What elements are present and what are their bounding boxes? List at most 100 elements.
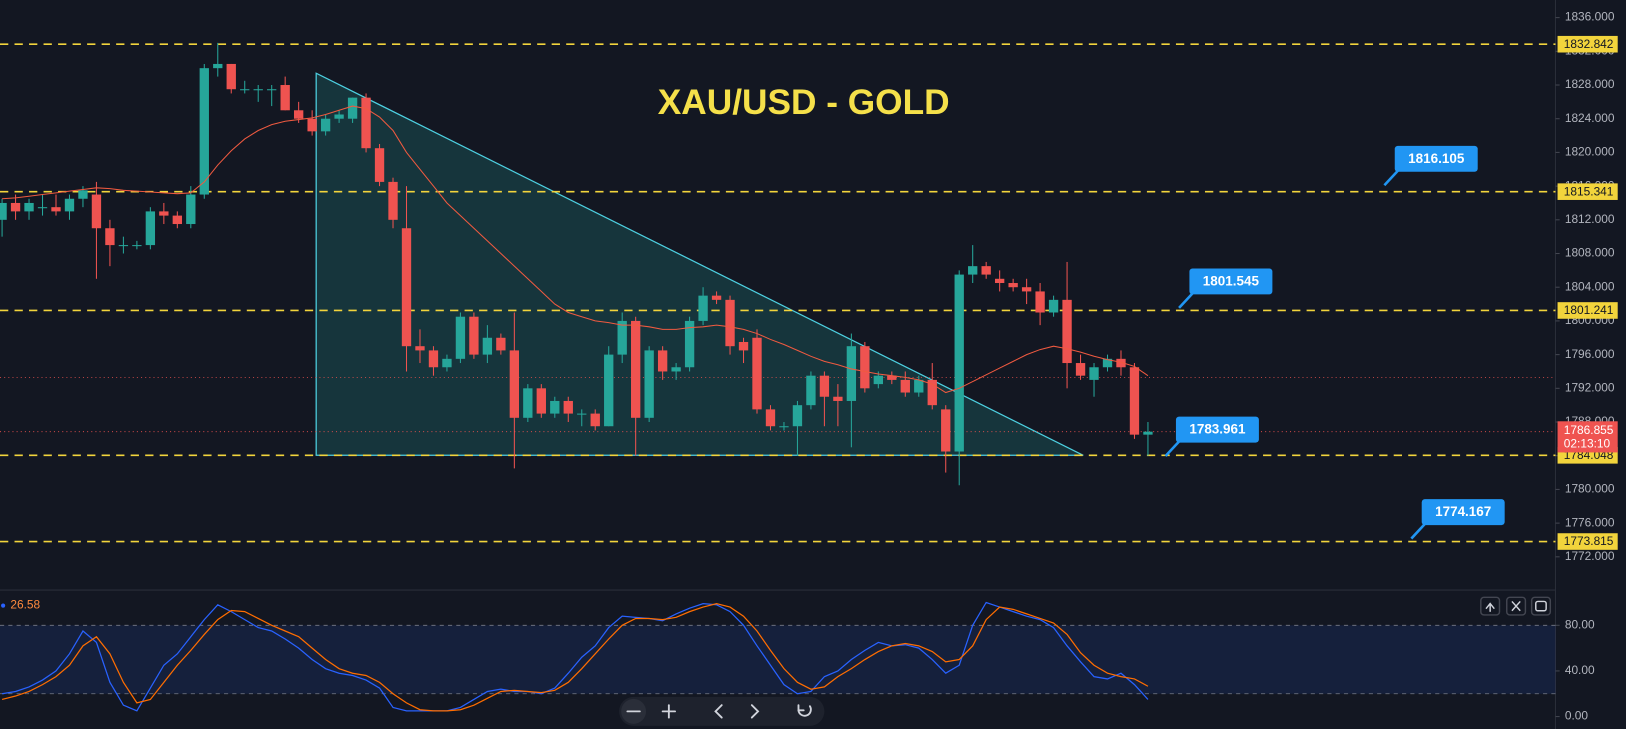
oscillator-value: 26.58	[10, 598, 40, 612]
zoom-in-button[interactable]	[661, 704, 677, 719]
candle-body	[455, 316, 466, 359]
candle-body	[267, 89, 277, 91]
candle-body	[132, 245, 142, 247]
y-tick-label: 1792.000	[1565, 380, 1615, 394]
candle-body	[604, 354, 614, 427]
candle-body	[361, 97, 371, 149]
nav-buttons	[619, 696, 825, 726]
callout-label: 1774.167	[1435, 504, 1491, 519]
osc-tick-label: 80.00	[1565, 617, 1595, 631]
y-tick-label: 1780.000	[1565, 482, 1615, 496]
candle-body	[172, 215, 182, 225]
candle-body	[186, 194, 196, 225]
candle-body	[833, 396, 843, 401]
scroll-right-button[interactable]	[750, 704, 760, 719]
candle-body	[1008, 283, 1018, 288]
move-up-button[interactable]	[1480, 596, 1501, 616]
level-label-box	[1557, 533, 1618, 550]
candle-body	[1143, 431, 1153, 435]
candle-body	[563, 400, 573, 414]
candle-body	[792, 405, 803, 427]
candle-body	[482, 337, 493, 355]
candle-body	[711, 295, 722, 300]
reset-button[interactable]	[797, 704, 812, 717]
y-tick-label: 1836.000	[1565, 10, 1615, 24]
callout-pointer	[1383, 169, 1399, 187]
candle-body	[887, 375, 897, 380]
candle-body	[1035, 291, 1045, 313]
candle-body	[307, 118, 317, 132]
callout-pointer	[1178, 292, 1194, 309]
y-tick-label: 1812.000	[1565, 212, 1615, 226]
candle-body	[873, 375, 883, 385]
scroll-left-button[interactable]	[714, 704, 723, 719]
candle-body	[577, 413, 587, 415]
y-tick-label: 1808.000	[1565, 246, 1615, 260]
candle-body	[105, 228, 115, 246]
candle-body	[954, 274, 964, 452]
candle-body	[118, 245, 129, 247]
countdown-label: 02:13:10	[1564, 436, 1611, 450]
candle-body	[819, 375, 830, 397]
moving-average	[2, 105, 1149, 394]
level-label-box	[1557, 183, 1618, 200]
candle-body	[657, 350, 668, 372]
level-label-box	[1557, 302, 1618, 319]
candle-body	[347, 97, 358, 119]
candle-body	[240, 89, 250, 91]
candle-body	[1062, 299, 1072, 364]
candle-body	[550, 400, 560, 414]
candle-body	[320, 118, 331, 132]
level-label: 1815.341	[1564, 184, 1614, 198]
candle-body	[738, 341, 749, 351]
candle-body	[293, 110, 304, 119]
y-tick-label: 1776.000	[1565, 515, 1615, 529]
candle-body	[779, 426, 789, 428]
candle-body	[860, 346, 870, 389]
candle-body	[374, 148, 385, 182]
candle-body	[846, 346, 857, 401]
pane-controls	[1480, 596, 1552, 616]
candle-body	[253, 89, 263, 91]
candle-body	[1021, 287, 1032, 292]
candle-body	[752, 337, 762, 410]
candle-body	[725, 299, 735, 347]
callout-pointer	[1164, 440, 1181, 457]
candle-body	[64, 198, 75, 212]
callout-label: 1816.105	[1408, 151, 1465, 166]
candle-body	[900, 379, 910, 393]
level-label: 1773.815	[1564, 534, 1614, 548]
candle-body	[226, 63, 236, 90]
callout-pointer	[1410, 523, 1426, 540]
osc-tick-label: 0.00	[1565, 709, 1589, 723]
y-tick-label: 1772.000	[1565, 549, 1615, 563]
candle-body	[442, 358, 452, 368]
level-label-box	[1557, 35, 1618, 53]
candle-body	[968, 266, 978, 275]
candle-body	[1089, 367, 1099, 380]
candle-body	[145, 211, 156, 246]
callout-box	[1394, 145, 1478, 172]
legend-dot	[1, 603, 6, 608]
candle-body	[415, 346, 425, 351]
zoom-out-button[interactable]	[621, 698, 647, 724]
callout-label: 1801.545	[1203, 274, 1260, 289]
maximize-button[interactable]	[1530, 596, 1552, 616]
candle-body	[24, 202, 34, 212]
candle-body	[1116, 358, 1126, 368]
axis-layer: 1772.0001776.0001780.0001784.0001788.000…	[1555, 10, 1618, 723]
callout-box	[1421, 499, 1505, 526]
candle-body	[280, 85, 290, 111]
current-price-box	[1557, 421, 1618, 453]
candle-body	[37, 207, 48, 209]
candle-body	[806, 375, 816, 406]
close-button[interactable]	[1506, 596, 1527, 616]
candle-body	[981, 266, 991, 275]
candle-body	[213, 63, 223, 69]
candle-body	[91, 194, 102, 229]
callout-box	[1175, 416, 1259, 443]
candle-body	[536, 388, 546, 414]
candle-body	[644, 350, 654, 418]
candle-body	[698, 295, 708, 321]
